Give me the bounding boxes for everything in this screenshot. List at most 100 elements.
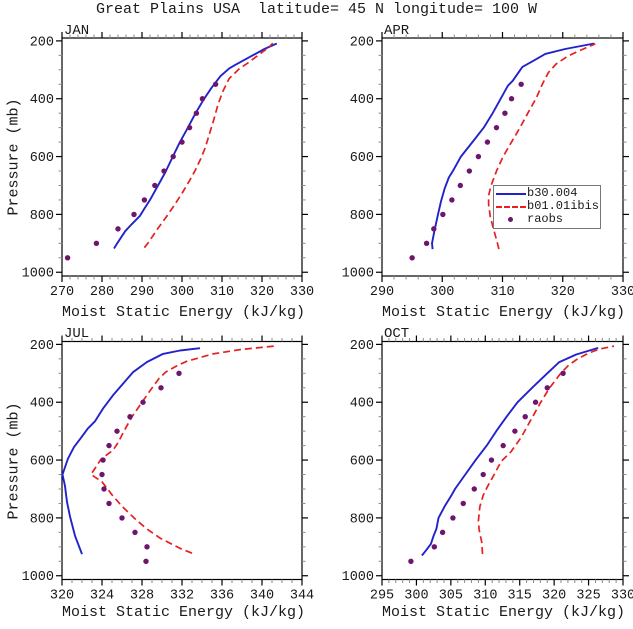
legend-label: b01.01ibis bbox=[527, 199, 600, 213]
obs-point bbox=[508, 96, 515, 102]
obs-point bbox=[141, 197, 148, 203]
obs-point bbox=[457, 182, 464, 189]
x-tick-label: 336 bbox=[210, 589, 234, 604]
panel-oct-axes: 295 300 305 310 315 320 325 330 200 400 600 800 1000 bbox=[342, 335, 633, 604]
x-tick-label: 320 bbox=[250, 285, 274, 300]
obs-point bbox=[93, 240, 100, 247]
obs-point bbox=[212, 81, 219, 87]
y-tick-label: 800 bbox=[30, 209, 54, 224]
curve-b0101ibis bbox=[143, 42, 274, 249]
panel-apr: 290 300 310 320 330 200 400 600 800 1000 bbox=[342, 32, 633, 300]
panel-jul-axes: 320 324 328 332 336 340 344 200 400 600 800 1000 bbox=[22, 335, 314, 604]
series-raobs bbox=[409, 81, 524, 261]
panel-jan-axes: 270 280 290 300 310 320 330 200 400 600 800 1000 bbox=[22, 32, 314, 300]
series-raobs bbox=[64, 81, 219, 261]
obs-point bbox=[522, 413, 528, 420]
y-tick-label: 800 bbox=[30, 512, 54, 527]
obs-point bbox=[449, 197, 455, 203]
y-tick-label: 400 bbox=[350, 397, 374, 412]
panel-oct: 295 300 305 310 315 320 325 330 200 400 600 800 1000 bbox=[342, 335, 633, 604]
y-tick-label: 200 bbox=[350, 35, 374, 50]
x-tick-label: 290 bbox=[130, 285, 154, 300]
obs-point bbox=[158, 385, 164, 391]
series-raobs bbox=[408, 370, 566, 564]
x-axis-title-apr: Moist Static Energy (kJ/kg) bbox=[382, 304, 626, 321]
obs-point bbox=[488, 457, 495, 463]
y-tick-label: 1000 bbox=[22, 570, 54, 585]
series-b30004 bbox=[61, 347, 201, 555]
curve-b30004 bbox=[113, 42, 278, 249]
solid-line-icon bbox=[494, 192, 527, 195]
curve-b30004 bbox=[61, 347, 201, 555]
obs-point bbox=[99, 471, 105, 478]
obs-point bbox=[170, 153, 176, 160]
series-b0101ibis bbox=[90, 345, 275, 554]
panel-jan: 270 280 290 300 310 320 330 200 400 600 800 1000 bbox=[22, 32, 314, 300]
obs-point bbox=[101, 486, 107, 492]
y-tick-label: 200 bbox=[30, 339, 54, 354]
obs-point bbox=[450, 515, 456, 521]
x-axis-title-jan: Moist Static Energy (kJ/kg) bbox=[62, 304, 306, 321]
obs-point bbox=[193, 110, 200, 116]
y-tick-label: 400 bbox=[350, 93, 374, 108]
obs-point bbox=[161, 168, 167, 174]
panel-label-oct: OCT bbox=[384, 326, 410, 342]
curve-b30004 bbox=[421, 346, 599, 557]
y-tick-label: 600 bbox=[350, 455, 374, 470]
obs-point bbox=[144, 544, 150, 550]
curve-b30004 bbox=[431, 42, 595, 250]
x-tick-label: 320 bbox=[551, 285, 575, 300]
obs-point bbox=[475, 153, 482, 160]
obs-point bbox=[64, 255, 71, 261]
y-tick-label: 200 bbox=[30, 35, 54, 50]
series-raobs bbox=[99, 370, 182, 564]
y-tick-label: 600 bbox=[30, 455, 54, 470]
x-tick-label: 290 bbox=[370, 285, 394, 300]
y-tick-label: 600 bbox=[350, 151, 374, 166]
y-tick-label: 800 bbox=[350, 209, 374, 224]
legend-item-b0101ibis: b01.01ibis bbox=[494, 200, 600, 213]
x-tick-label: 328 bbox=[130, 589, 154, 604]
x-tick-label: 300 bbox=[170, 285, 194, 300]
obs-point bbox=[127, 413, 133, 420]
x-tick-label: 300 bbox=[430, 285, 454, 300]
obs-point bbox=[152, 182, 158, 189]
y-tick-label: 1000 bbox=[342, 570, 374, 585]
obs-point bbox=[114, 428, 120, 434]
obs-point bbox=[431, 544, 438, 550]
panel-apr-axes: 290 300 310 320 330 200 400 600 800 1000 bbox=[342, 32, 633, 300]
series-b0101ibis bbox=[477, 345, 615, 555]
x-tick-label: 330 bbox=[611, 589, 633, 604]
x-tick-label: 315 bbox=[508, 589, 532, 604]
y-tick-label: 1000 bbox=[342, 267, 374, 282]
curve-b0101ibis bbox=[90, 345, 275, 554]
x-tick-label: 310 bbox=[490, 285, 514, 300]
panel-jul: 320 324 328 332 336 340 344 200 400 600 800 1000 bbox=[22, 335, 314, 604]
obs-point bbox=[480, 471, 486, 478]
obs-point bbox=[512, 428, 518, 434]
obs-point bbox=[493, 124, 500, 131]
obs-point bbox=[544, 385, 550, 391]
legend-box: b30.004 b01.01ibis raobs bbox=[493, 185, 601, 229]
obs-point bbox=[100, 457, 106, 463]
obs-point bbox=[106, 500, 112, 507]
obs-point bbox=[408, 558, 414, 564]
obs-point bbox=[518, 81, 524, 87]
obs-point bbox=[119, 515, 125, 521]
legend-label: raobs bbox=[527, 212, 564, 226]
x-tick-label: 300 bbox=[404, 589, 428, 604]
series-b30004 bbox=[113, 42, 278, 249]
x-tick-label: 340 bbox=[250, 589, 274, 604]
obs-point bbox=[500, 442, 506, 449]
x-tick-label: 295 bbox=[370, 589, 394, 604]
x-tick-label: 330 bbox=[611, 285, 633, 300]
x-tick-label: 310 bbox=[210, 285, 234, 300]
obs-point bbox=[560, 370, 566, 377]
series-b30004 bbox=[421, 346, 599, 557]
figure-title: Great Plains USA latitude= 45 N longitud… bbox=[95, 1, 538, 18]
x-tick-label: 320 bbox=[542, 589, 566, 604]
legend-item-b30004: b30.004 bbox=[494, 187, 600, 200]
obs-point bbox=[423, 240, 430, 247]
obs-point bbox=[186, 124, 193, 131]
obs-point bbox=[140, 399, 146, 405]
